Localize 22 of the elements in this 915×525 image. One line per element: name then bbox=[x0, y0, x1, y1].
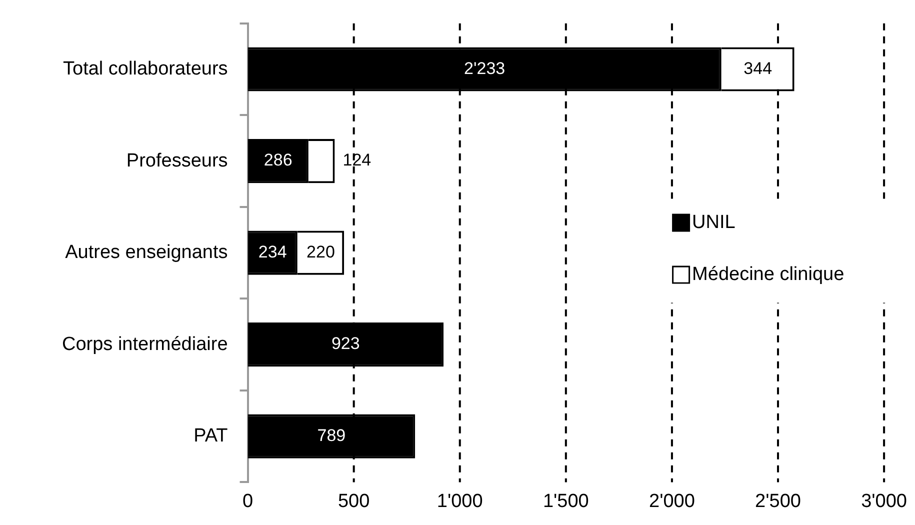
x-tick-label: 1'500 bbox=[542, 490, 589, 512]
x-tick-label: 0 bbox=[242, 490, 254, 512]
x-tick-label: 500 bbox=[338, 490, 370, 512]
y-tick-label: Professeurs bbox=[126, 150, 228, 172]
y-tick-label: Autres enseignants bbox=[65, 242, 228, 264]
x-tick-label: 3'000 bbox=[861, 490, 908, 512]
x-tick-label: 2'000 bbox=[649, 490, 695, 512]
data-label: 234 bbox=[258, 242, 287, 262]
data-label: 220 bbox=[306, 242, 335, 262]
data-label: 124 bbox=[342, 150, 372, 170]
x-tick-label: 1'000 bbox=[436, 490, 483, 512]
y-tick-label: Total collaborateurs bbox=[63, 58, 228, 80]
data-label: 2'233 bbox=[464, 58, 506, 78]
legend-label: UNIL bbox=[692, 212, 736, 234]
x-tick-label: 2'500 bbox=[755, 490, 801, 512]
legend-label: Médecine clinique bbox=[692, 264, 844, 286]
y-tick-label: Corps intermédiaire bbox=[62, 334, 228, 355]
data-label: 789 bbox=[317, 426, 346, 446]
y-tick-label: PAT bbox=[194, 426, 228, 447]
data-label: 923 bbox=[331, 334, 360, 354]
data-label: 286 bbox=[264, 150, 292, 170]
data-label: 344 bbox=[744, 58, 772, 78]
